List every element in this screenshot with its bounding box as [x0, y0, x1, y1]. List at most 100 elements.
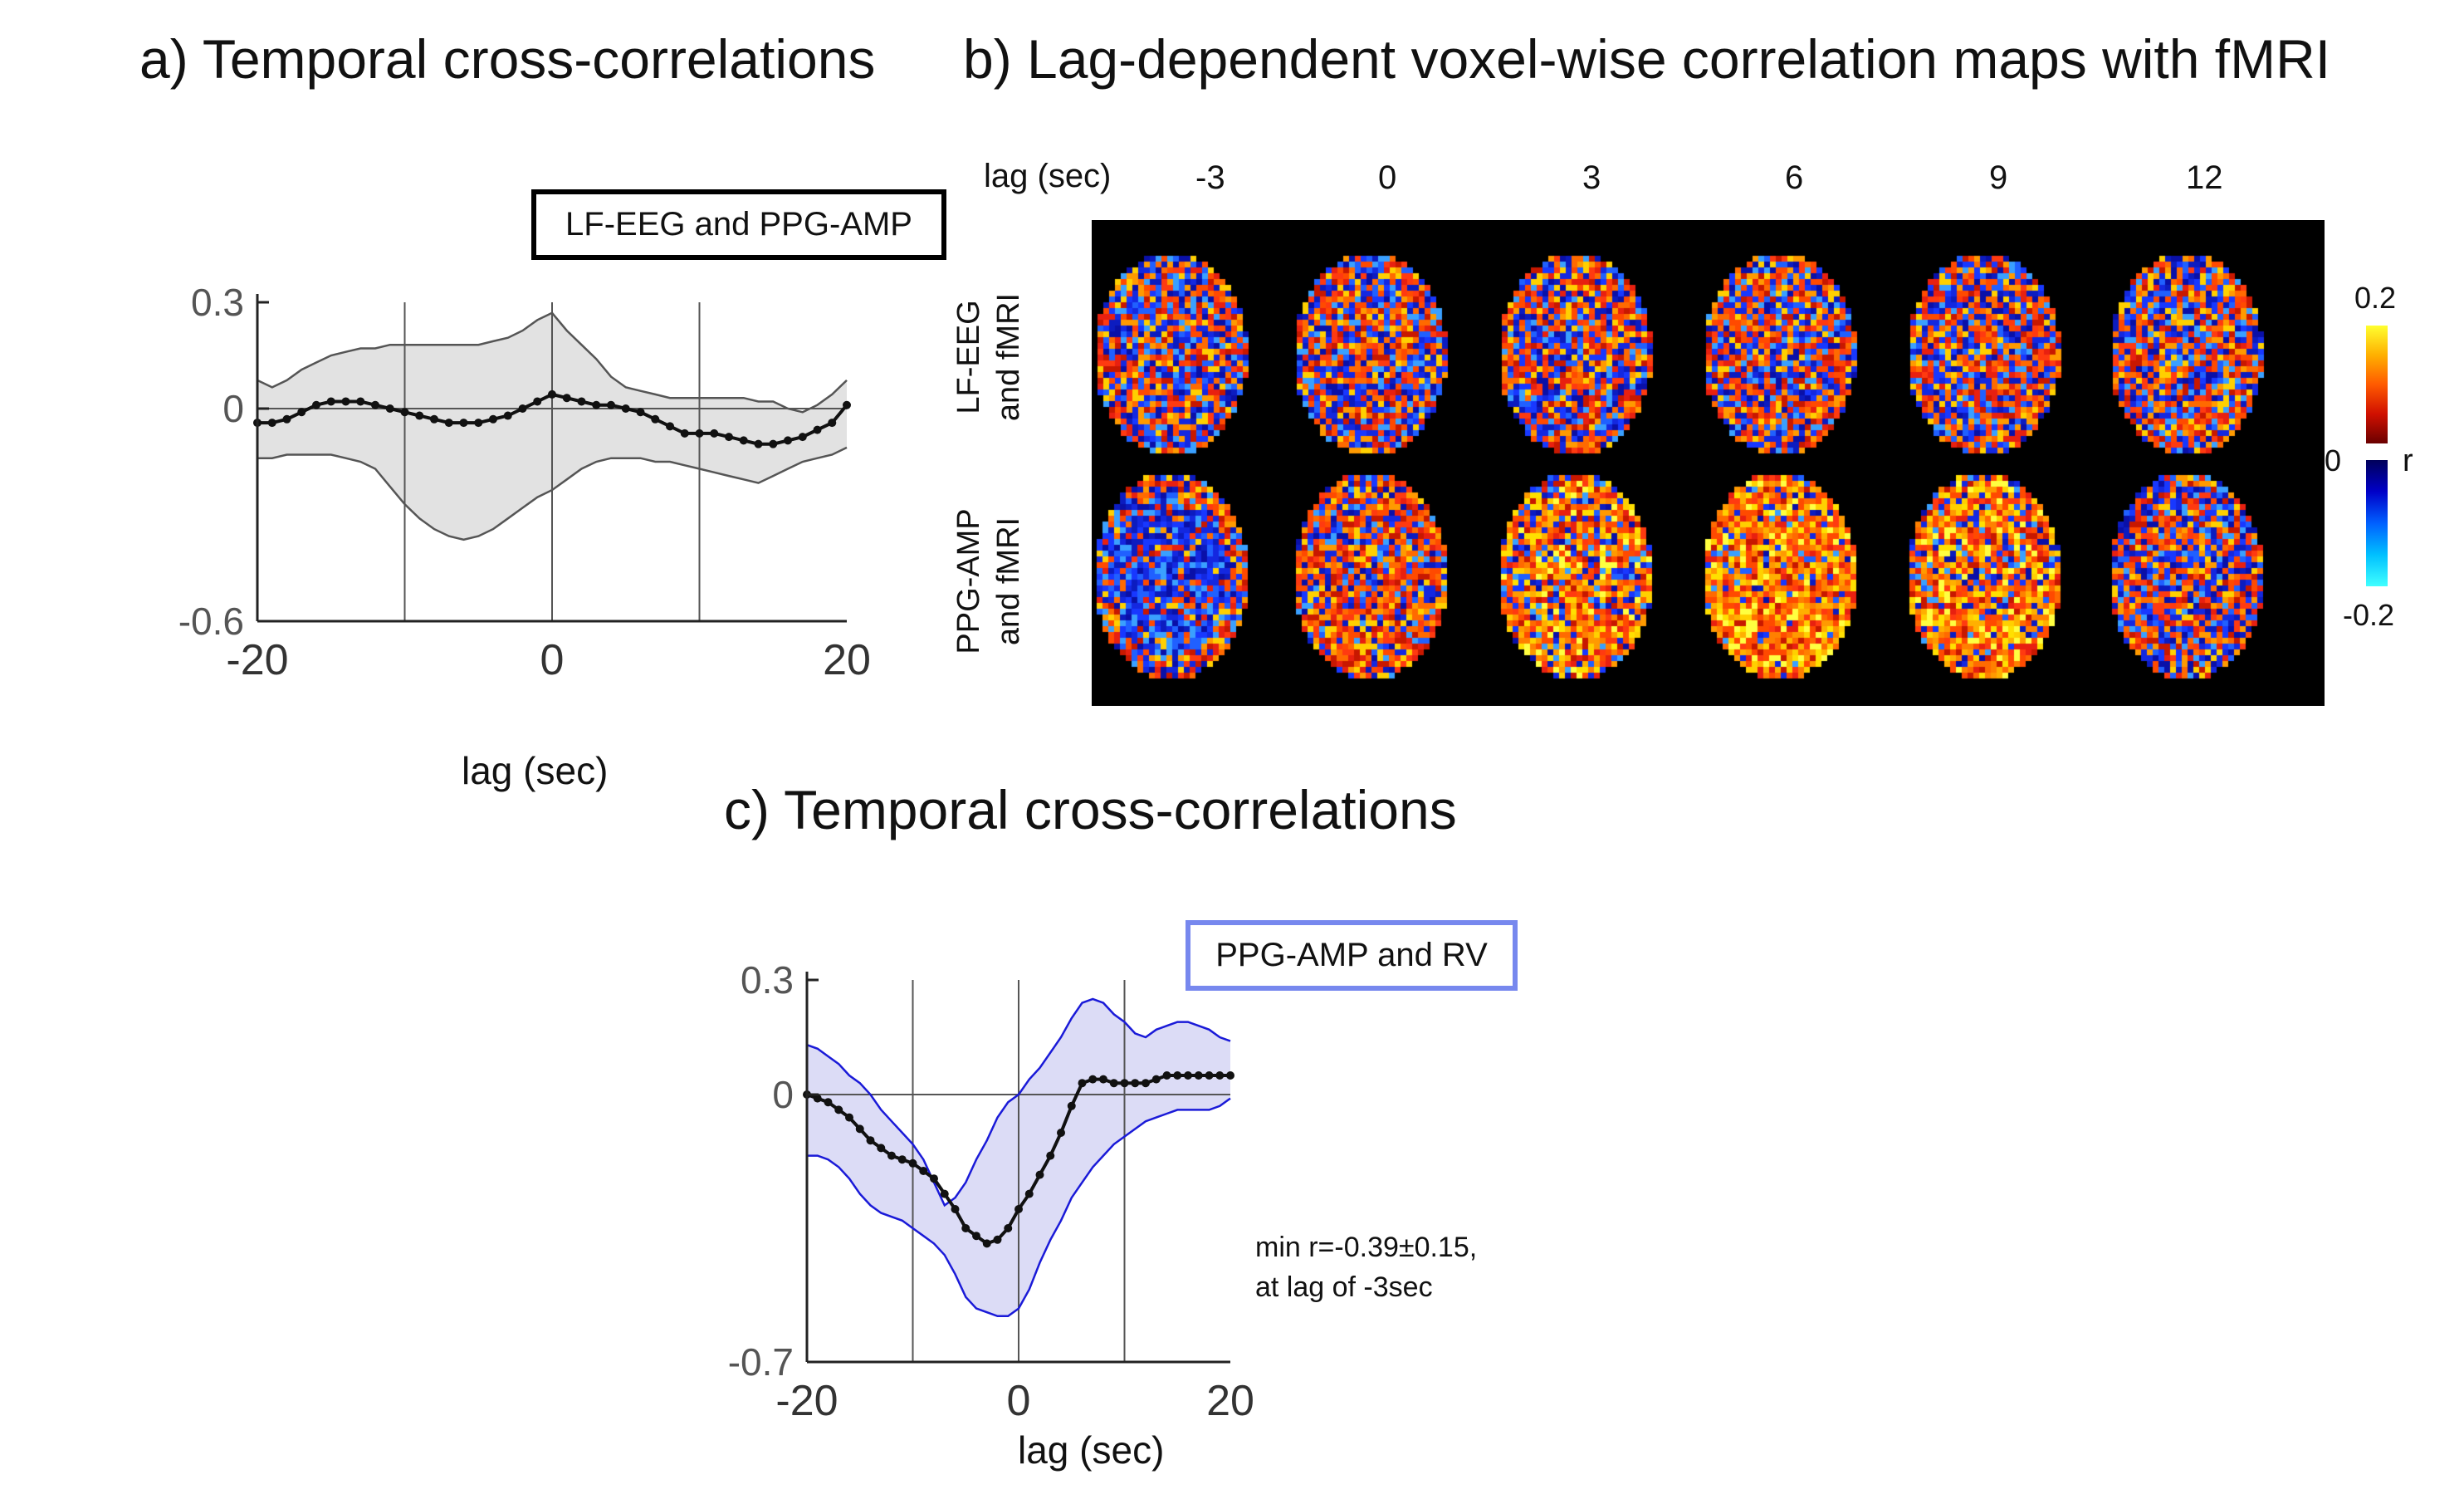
mean-point [503, 411, 512, 420]
y-tick-label: 0.3 [741, 958, 794, 1002]
annotation-line2: at lag of -3sec [1255, 1271, 1433, 1303]
lag-label: 6 [1785, 159, 1804, 196]
brain-map-grid [1092, 220, 2325, 706]
mean-point [297, 408, 306, 417]
mean-point [813, 425, 822, 434]
row-label-line2: and fMRI [991, 292, 1026, 422]
mean-point [444, 419, 453, 428]
mean-point [621, 404, 630, 413]
mean-point [1004, 1224, 1013, 1232]
mean-point [866, 1136, 875, 1145]
mean-point [1162, 1071, 1171, 1080]
mean-point [489, 414, 497, 424]
mean-point [1120, 1079, 1129, 1088]
band-lower-edge [257, 446, 848, 541]
mean-point [824, 1098, 833, 1107]
x-tick-label: 20 [1206, 1377, 1254, 1425]
x-tick-label: 0 [1007, 1377, 1031, 1425]
mean-point [577, 397, 586, 406]
mean-point [607, 400, 615, 409]
mean-point [1078, 1079, 1087, 1088]
y-tick-label: 0 [222, 387, 244, 430]
mean-point [1205, 1071, 1214, 1080]
mean-point [887, 1151, 896, 1160]
annotation-line1: min r=-0.39±0.15, [1255, 1232, 1478, 1263]
mean-point [1131, 1079, 1140, 1088]
colorbar-max-label: 0.2 [2354, 281, 2397, 315]
mean-point [930, 1174, 938, 1183]
mean-point [548, 389, 556, 399]
mean-point [1099, 1075, 1107, 1084]
mean-point [562, 394, 571, 403]
y-tick-label: -0.6 [178, 600, 244, 643]
mean-point [1035, 1170, 1044, 1179]
panel-c-legend: PPG-AMP and RV [1186, 920, 1518, 991]
brain-maps-canvas [1092, 220, 2325, 706]
mean-point [951, 1205, 960, 1213]
panel-a-xlabel: lag (sec) [462, 749, 609, 792]
mean-point [282, 414, 291, 424]
mean-point [666, 422, 674, 431]
mean-point [695, 429, 704, 438]
y-tick-label: 0 [772, 1073, 794, 1116]
mean-point [1194, 1071, 1203, 1080]
mean-point [356, 397, 365, 406]
mean-point [754, 439, 763, 448]
mean-point [430, 414, 438, 424]
mean-point [919, 1167, 928, 1175]
mean-point [784, 436, 792, 445]
mean-point [680, 429, 689, 438]
colorbar-min-label: -0.2 [2343, 598, 2395, 632]
mean-point [1014, 1205, 1023, 1213]
mean-point [1046, 1151, 1055, 1160]
mean-point [1024, 1189, 1034, 1198]
mean-point [739, 436, 748, 445]
mean-point [972, 1232, 980, 1241]
mean-point [400, 408, 409, 417]
mean-point [897, 1155, 907, 1164]
row-label-line1: PPG-AMP [951, 508, 986, 654]
panel-c-annotation: min r=-0.39±0.15, at lag of -3sec [1255, 1227, 1477, 1307]
colorbar-unit-label: r [2403, 443, 2413, 478]
mean-point [845, 1113, 853, 1122]
row-label-line2: and fMRI [991, 517, 1026, 646]
x-tick-label: -20 [226, 636, 288, 684]
mean-point [341, 397, 350, 406]
mean-point [940, 1189, 949, 1198]
mean-point [908, 1158, 917, 1168]
y-tick-label: -0.7 [728, 1340, 794, 1384]
lag-label: 3 [1582, 159, 1601, 196]
mean-point [710, 429, 719, 438]
lag-label: 0 [1378, 159, 1397, 196]
mean-point [725, 433, 733, 442]
band-upper-edge [806, 997, 1231, 1207]
x-tick-label: -20 [775, 1377, 838, 1425]
mean-point [1226, 1071, 1234, 1080]
mean-point [1109, 1079, 1118, 1088]
band-upper-edge [257, 311, 848, 414]
mean-point [813, 1094, 822, 1103]
colorbar-zero-label: 0 [2325, 443, 2342, 478]
mean-point [993, 1235, 1002, 1244]
mean-point [834, 1105, 843, 1114]
band-lower-edge [807, 1097, 1231, 1318]
mean-point [828, 419, 837, 428]
mean-point [1215, 1071, 1225, 1080]
mean-point [415, 411, 424, 420]
panel-b-title: b) Lag-dependent voxel-wise correlation … [963, 28, 2331, 90]
panel-c-chart: 0.3 0 -0.7-20 0 20 [728, 958, 1254, 1425]
mean-point [1088, 1075, 1098, 1084]
x-tick-label: 0 [540, 636, 565, 684]
mean-point [326, 397, 335, 406]
x-tick-label: 20 [823, 636, 871, 684]
mean-point [651, 414, 660, 424]
mean-point [636, 408, 645, 417]
mean-point [1184, 1071, 1192, 1080]
mean-point [843, 400, 851, 409]
panel-a-legend: LF-EEG and PPG-AMP [531, 189, 946, 260]
y-tick-label: 0.3 [191, 281, 244, 324]
mean-point [769, 439, 778, 448]
mean-point [1142, 1079, 1150, 1088]
mean-point [798, 433, 807, 442]
row-label-lfeeg: LF-EEG and fMRI [949, 249, 1040, 465]
